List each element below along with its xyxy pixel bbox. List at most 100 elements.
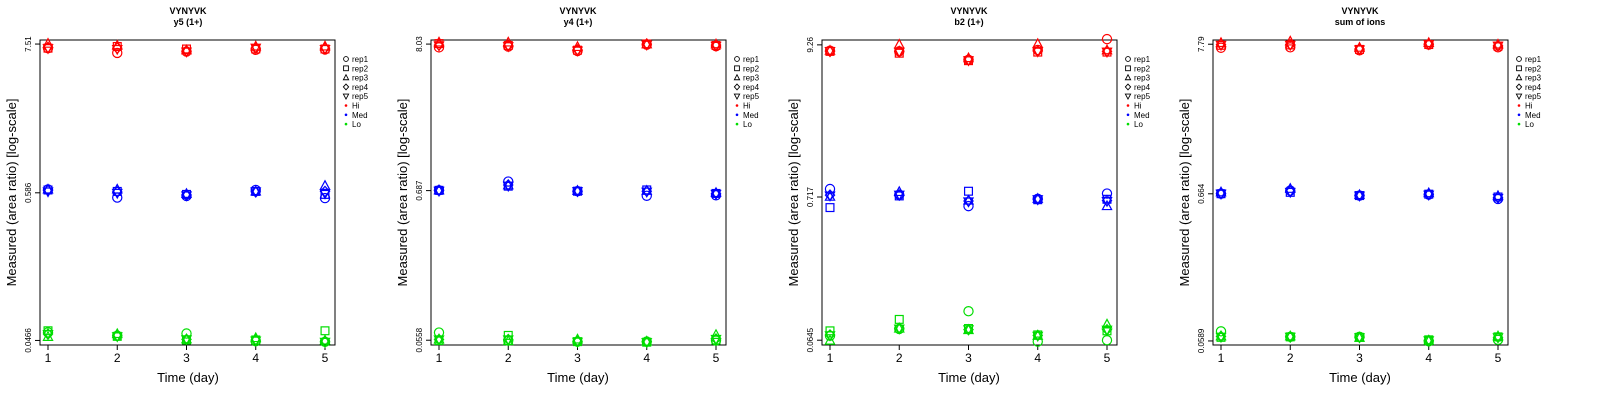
y-tick-label: 0.0558 — [415, 327, 424, 352]
data-point-lo-rep1 — [1101, 335, 1113, 346]
legend-label-hi: Hi — [352, 102, 360, 111]
data-point-med-rep5 — [111, 188, 123, 200]
y-axis-label: Measured (area ratio) [log-scale] — [786, 99, 801, 287]
legend-label-rep3: rep3 — [743, 74, 760, 83]
x-tick-label: 3 — [574, 351, 581, 365]
data-point-med-rep3 — [641, 184, 653, 195]
x-tick-label: 5 — [713, 351, 720, 365]
y-tick-label: 0.687 — [415, 180, 424, 201]
data-point-lo-rep5 — [824, 331, 836, 342]
plot-frame — [821, 39, 1118, 346]
data-point-med-rep5 — [42, 187, 54, 198]
data-point-med-rep5 — [571, 187, 584, 198]
legend-label-hi: Hi — [1134, 102, 1142, 111]
legend-label-rep2: rep2 — [1525, 64, 1542, 73]
y-tick-label: 7.79 — [1197, 36, 1206, 52]
legend-label-rep1: rep1 — [1134, 55, 1151, 64]
data-point-lo-rep5 — [180, 335, 193, 346]
data-point-med-rep5 — [641, 187, 653, 198]
data-point-hi-rep5 — [1284, 40, 1296, 52]
data-point-hi-rep1 — [1101, 33, 1113, 45]
data-point-lo-rep5 — [1284, 332, 1296, 344]
data-point-lo-rep5 — [1353, 333, 1366, 344]
data-point-lo-rep5 — [893, 324, 905, 335]
x-tick-label: 1 — [436, 351, 443, 365]
y-axis-label: Measured (area ratio) [log-scale] — [395, 99, 410, 287]
y-axis-label: Measured (area ratio) [log-scale] — [4, 99, 19, 287]
data-point-med-rep5 — [1353, 191, 1366, 202]
legend-marker-rep4 — [342, 83, 350, 91]
data-point-hi-rep3 — [1284, 35, 1296, 46]
legend-marker-rep4 — [1124, 83, 1132, 91]
data-point-lo-rep3 — [1284, 330, 1296, 341]
legend-label-rep2: rep2 — [743, 64, 760, 73]
legend-marker-lo — [1517, 122, 1521, 126]
data-point-med-rep1 — [319, 192, 331, 204]
y-tick-label: 0.0589 — [1197, 328, 1206, 353]
data-point-lo-rep5 — [1492, 333, 1504, 344]
data-point-hi-rep5 — [319, 44, 331, 56]
data-point-med-rep1 — [641, 190, 652, 201]
legend-label-rep1: rep1 — [743, 55, 760, 64]
y-tick-label: 9.26 — [806, 37, 815, 53]
legend-label-lo: Lo — [743, 120, 752, 129]
data-point-hi-rep5 — [1353, 45, 1366, 56]
data-point-hi-rep3 — [502, 36, 514, 47]
data-point-lo-rep1 — [963, 306, 974, 317]
legend-marker-rep1 — [734, 56, 740, 62]
legend-label-med: Med — [1134, 111, 1150, 120]
legend-marker-rep3 — [1124, 73, 1132, 81]
data-point-hi-rep5 — [1032, 47, 1044, 58]
data-point-hi-rep1 — [1215, 42, 1227, 53]
data-point-hi-rep1 — [1285, 42, 1296, 53]
chart-title: VYNYVK — [1341, 6, 1379, 16]
x-tick-label: 4 — [1034, 351, 1041, 365]
legend-label-rep4: rep4 — [1525, 83, 1542, 92]
legend-label-lo: Lo — [1525, 120, 1534, 129]
legend-label-rep2: rep2 — [352, 64, 369, 73]
data-point-lo-rep2 — [894, 314, 904, 324]
data-point-hi-rep3 — [641, 37, 653, 49]
chart-title: VYNYVK — [950, 6, 988, 16]
data-point-hi-rep5 — [250, 43, 262, 55]
x-tick-label: 2 — [1287, 351, 1294, 365]
x-tick-label: 4 — [643, 351, 650, 365]
data-point-med-rep5 — [180, 191, 193, 202]
legend-label-med: Med — [743, 111, 759, 120]
chart-subtitle: sum of ions — [1335, 17, 1386, 27]
data-point-hi-rep3 — [710, 37, 722, 49]
y-tick-label: 7.51 — [24, 36, 33, 52]
chart-title: VYNYVK — [169, 6, 207, 16]
legend-marker-lo — [344, 122, 348, 126]
data-point-lo-rep5 — [111, 332, 123, 343]
data-point-lo-rep5 — [641, 338, 653, 349]
data-point-lo-rep1 — [1215, 326, 1227, 337]
x-tick-label: 5 — [1104, 351, 1111, 365]
data-point-hi-rep5 — [571, 46, 584, 57]
legend-marker-rep5 — [1124, 93, 1132, 101]
x-tick-label: 3 — [1356, 351, 1363, 365]
x-tick-label: 4 — [252, 351, 259, 365]
legend-marker-rep3 — [733, 73, 741, 81]
data-point-med-rep3 — [250, 185, 262, 196]
data-point-hi-rep1 — [112, 47, 123, 59]
data-point-lo-rep2 — [503, 330, 513, 340]
legend-label-rep3: rep3 — [352, 74, 369, 83]
legend-marker-rep4 — [1515, 83, 1523, 91]
legend-label-hi: Hi — [743, 102, 751, 111]
data-point-lo-rep5 — [433, 335, 445, 346]
chart-subtitle: y4 (1+) — [564, 17, 593, 27]
legend-label-rep1: rep1 — [1525, 55, 1542, 64]
data-point-lo-rep5 — [319, 337, 331, 349]
data-point-med-rep5 — [250, 187, 262, 198]
data-point-med-rep3 — [502, 179, 514, 190]
data-point-lo-rep3 — [1101, 318, 1113, 329]
data-point-med-rep5 — [1215, 189, 1227, 201]
data-point-med-rep3 — [962, 194, 975, 205]
data-point-lo-rep3 — [824, 334, 836, 345]
